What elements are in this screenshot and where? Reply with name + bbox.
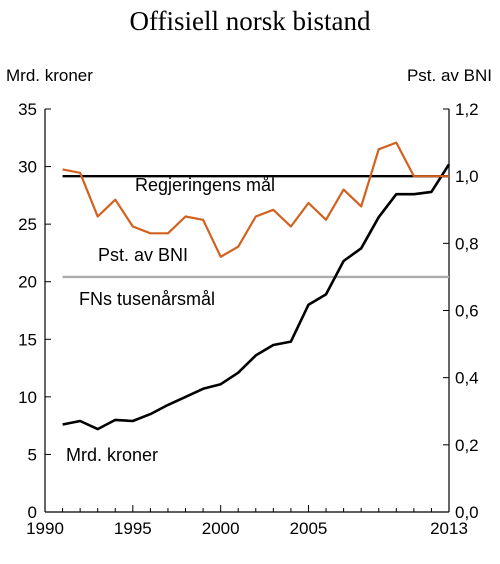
y-right-tick-label: 1,0	[455, 167, 479, 186]
series-line	[62, 141, 449, 258]
y-left-tick-label: 10	[18, 388, 37, 407]
y-left-tick-label: 35	[18, 100, 37, 119]
reference-label: FNs tusenårsmål	[79, 289, 215, 309]
y-left-tick-label: 5	[28, 445, 37, 464]
x-tick-label: 2005	[290, 519, 328, 538]
y-left-tick-label: 0	[28, 503, 37, 522]
y-left-tick-label: 25	[18, 215, 37, 234]
series-label: Mrd. kroner	[66, 445, 158, 465]
y-axis-right-title: Pst. av BNI	[406, 66, 492, 85]
y-left-tick-label: 15	[18, 330, 37, 349]
y-right-tick-label: 0,8	[455, 234, 479, 253]
y-axis-left-title: Mrd. kroner	[6, 66, 93, 85]
y-right-tick-label: 1,2	[455, 100, 479, 119]
reference-label: Regjeringens mål	[135, 175, 275, 195]
x-tick-label: 1990	[26, 519, 64, 538]
y-right-tick-label: 0,0	[455, 503, 479, 522]
chart-title: Offisiell norsk bistand	[129, 6, 371, 36]
series-line	[62, 163, 451, 431]
x-tick-label: 2013	[430, 519, 468, 538]
x-tick-label: 2000	[202, 519, 240, 538]
y-left-tick-label: 20	[18, 273, 37, 292]
series-label: Pst. av BNI	[98, 245, 188, 265]
y-right-tick-label: 0,6	[455, 302, 479, 321]
x-tick-label: 1995	[114, 519, 152, 538]
y-right-tick-label: 0,4	[455, 369, 479, 388]
y-right-tick-label: 0,2	[455, 436, 479, 455]
y-left-tick-label: 30	[18, 158, 37, 177]
